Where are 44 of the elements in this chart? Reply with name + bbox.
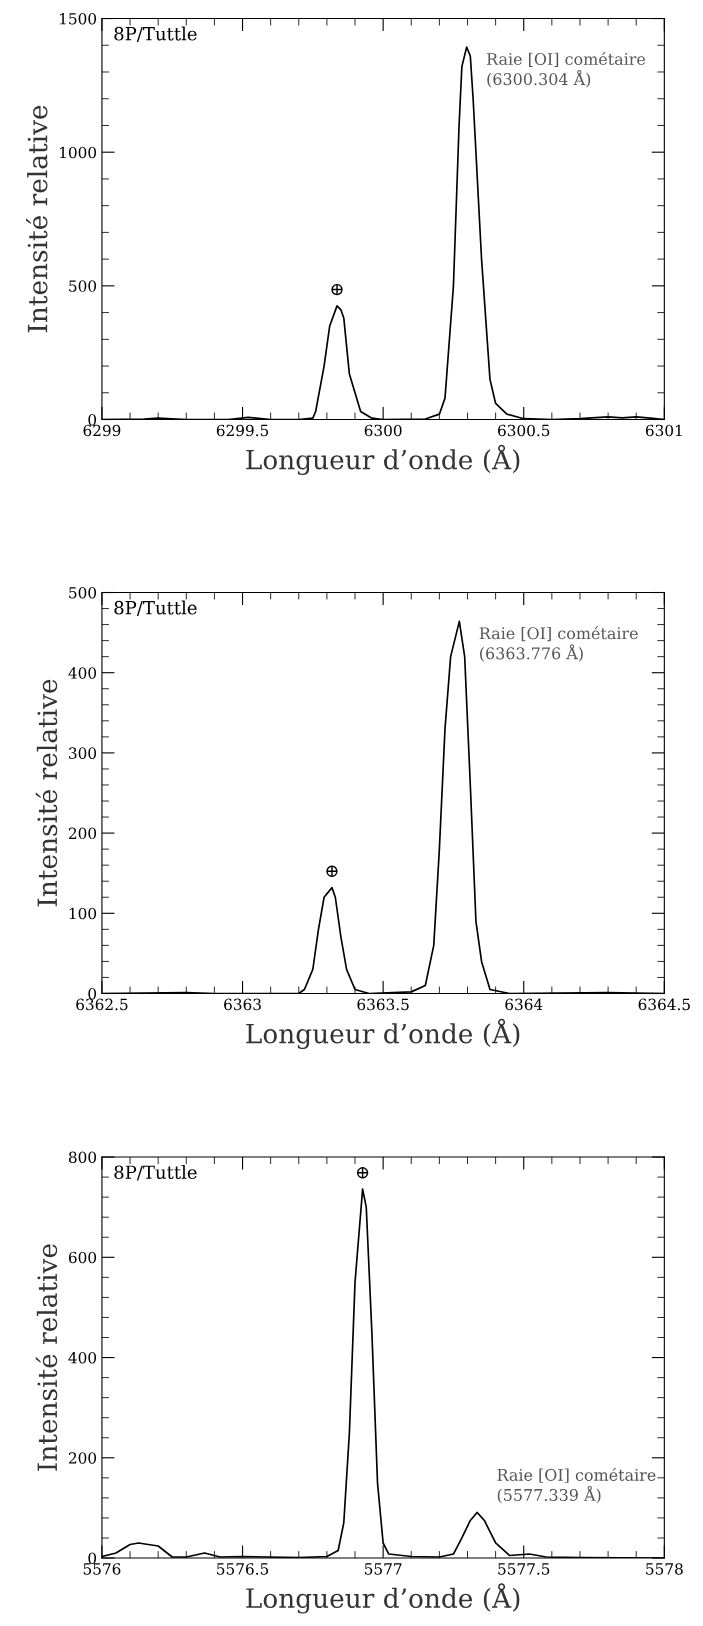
y-axis-title: Intensité relative bbox=[35, 1244, 58, 1471]
y-tick-label: 400 bbox=[68, 1352, 97, 1364]
y-tick-label: 200 bbox=[68, 827, 97, 840]
annotation: ⊕ bbox=[356, 1167, 369, 1179]
x-tick-label: 6364.5 bbox=[638, 998, 690, 1011]
y-tick-label: 500 bbox=[69, 586, 97, 599]
y-axis-title: Intensité relative bbox=[35, 679, 58, 907]
x-tick-label: 6299.5 bbox=[216, 424, 269, 437]
x-axis-title: Longueur d’onde (Å) bbox=[246, 1018, 520, 1050]
y-tick-label: 100 bbox=[69, 907, 97, 920]
annotation: Raie [OI] cométaire (6300.304 Å) bbox=[486, 52, 646, 88]
x-axis-title: Longueur d’onde (Å) bbox=[246, 444, 520, 476]
annotation: 8P/Tuttle bbox=[114, 600, 197, 616]
y-tick-label: 800 bbox=[68, 1151, 97, 1164]
x-tick-label: 5577 bbox=[364, 1563, 402, 1575]
x-tick-label: 5576 bbox=[83, 1563, 121, 1575]
annotation: 8P/Tuttle bbox=[114, 26, 197, 42]
x-tick-label: 5576.5 bbox=[217, 1563, 269, 1575]
y-tick-label: 1500 bbox=[60, 13, 97, 25]
x-axis-title: Longueur d’onde (Å) bbox=[246, 1583, 520, 1614]
annotation: ⊕ bbox=[326, 865, 338, 877]
x-tick-label: 5578 bbox=[646, 1563, 683, 1575]
annotation: 8P/Tuttle bbox=[114, 1165, 197, 1181]
y-tick-label: 200 bbox=[68, 1452, 97, 1464]
y-tick-label: 300 bbox=[69, 747, 97, 759]
y-tick-label: 400 bbox=[68, 667, 97, 679]
annotation: ⊕ bbox=[331, 283, 343, 296]
y-tick-label: 0 bbox=[88, 413, 97, 426]
y-tick-label: 600 bbox=[68, 1251, 97, 1264]
x-tick-label: 6364 bbox=[505, 998, 543, 1011]
x-tick-label: 6299 bbox=[83, 424, 121, 437]
annotation: Raie [OI] cométaire (5577.339 Å) bbox=[497, 1467, 656, 1504]
x-tick-label: 6300 bbox=[364, 424, 402, 437]
x-tick-label: 6300.5 bbox=[498, 424, 550, 437]
x-tick-label: 6363.5 bbox=[357, 998, 409, 1011]
y-tick-label: 1000 bbox=[60, 146, 97, 159]
y-tick-label: 500 bbox=[69, 280, 97, 292]
x-tick-label: 6301 bbox=[645, 424, 682, 437]
x-tick-label: 6362.5 bbox=[76, 998, 128, 1011]
x-tick-label: 5577.5 bbox=[498, 1563, 550, 1575]
y-tick-label: 0 bbox=[88, 987, 97, 1000]
x-tick-label: 6363 bbox=[224, 998, 261, 1011]
y-axis-title: Intensité relative bbox=[26, 105, 48, 333]
annotation: Raie [OI] cométaire (6363.776 Å) bbox=[479, 626, 638, 662]
